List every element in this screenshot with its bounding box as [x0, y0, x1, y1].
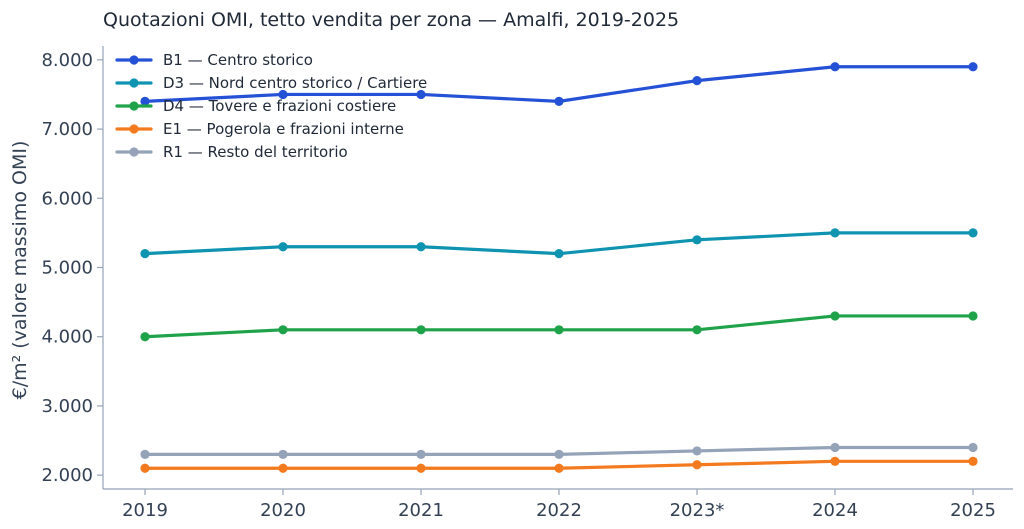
y-tick-label: 3.000	[41, 396, 93, 417]
data-point	[140, 96, 150, 106]
legend-label: R1 — Resto del territorio	[163, 143, 348, 161]
data-point	[830, 456, 840, 466]
series-4	[140, 456, 978, 473]
data-point	[968, 442, 978, 453]
data-point	[416, 89, 426, 100]
y-tick-label: 8.000	[41, 50, 93, 71]
legend-item: B1 — Centro storico	[115, 51, 313, 69]
y-tick-label: 5.000	[41, 258, 93, 279]
series-5	[140, 442, 978, 459]
data-point	[416, 463, 426, 473]
data-point	[278, 242, 288, 252]
data-point	[416, 449, 426, 459]
data-point	[692, 325, 702, 335]
data-point	[830, 311, 840, 321]
data-point	[554, 96, 564, 106]
data-point	[554, 325, 564, 335]
x-ticks: 2019 2020 2021 2022 2023* 2024 2025	[122, 489, 996, 521]
series-3	[140, 311, 978, 342]
legend-marker	[129, 124, 139, 134]
data-point	[968, 456, 978, 466]
x-tick-label: 2021	[398, 500, 444, 521]
x-tick-label: 2019	[122, 500, 168, 521]
data-point	[140, 463, 150, 473]
x-tick-label: 2024	[812, 500, 858, 521]
legend-item: D3 — Nord centro storico / Cartiere	[115, 74, 427, 92]
x-tick-label: 2022	[536, 500, 582, 521]
series-2	[140, 228, 978, 259]
data-point	[278, 449, 288, 459]
data-point	[554, 463, 564, 473]
legend-label: B1 — Centro storico	[163, 51, 313, 69]
data-point	[140, 249, 150, 259]
chart-title: Quotazioni OMI, tetto vendita per zona —…	[103, 9, 679, 31]
data-point	[830, 62, 840, 72]
data-point	[554, 249, 564, 259]
data-point	[692, 460, 702, 470]
data-point	[968, 228, 978, 238]
legend-marker	[129, 78, 139, 88]
data-point	[692, 235, 702, 245]
data-point	[278, 89, 288, 100]
y-tick-label: 4.000	[41, 327, 93, 348]
data-point	[830, 228, 840, 238]
y-ticks: 2.000 3.000 4.000 5.000 6.000 7.000 8.000	[41, 50, 103, 486]
legend-label: D4 — Tovere e frazioni costiere	[163, 97, 396, 115]
legend: B1 — Centro storico D3 — Nord centro stor…	[115, 51, 427, 161]
series-layer	[140, 62, 978, 473]
y-tick-label: 2.000	[41, 465, 93, 486]
data-point	[830, 442, 840, 453]
y-axis-label: €/m² (valore massimo OMI)	[9, 141, 31, 400]
legend-item: E1 — Pogerola e frazioni interne	[115, 120, 404, 138]
legend-item: D4 — Tovere e frazioni costiere	[115, 97, 396, 115]
x-tick-label: 2023*	[670, 500, 725, 521]
x-tick-label: 2020	[260, 500, 306, 521]
legend-marker	[129, 101, 139, 111]
y-tick-label: 7.000	[41, 119, 93, 140]
data-point	[278, 463, 288, 473]
data-point	[968, 311, 978, 321]
legend-label: E1 — Pogerola e frazioni interne	[163, 120, 404, 138]
legend-item: R1 — Resto del territorio	[115, 143, 348, 161]
legend-marker	[129, 55, 139, 65]
x-tick-label: 2025	[950, 500, 996, 521]
data-point	[692, 76, 702, 86]
data-point	[416, 242, 426, 252]
data-point	[140, 332, 150, 342]
data-point	[278, 325, 288, 335]
data-point	[140, 449, 150, 459]
legend-label: D3 — Nord centro storico / Cartiere	[163, 74, 427, 92]
legend-marker	[129, 147, 139, 157]
series-1	[140, 62, 978, 106]
data-point	[692, 446, 702, 456]
y-tick-label: 6.000	[41, 188, 93, 209]
data-point	[968, 62, 978, 72]
data-point	[554, 449, 564, 459]
data-point	[416, 325, 426, 335]
